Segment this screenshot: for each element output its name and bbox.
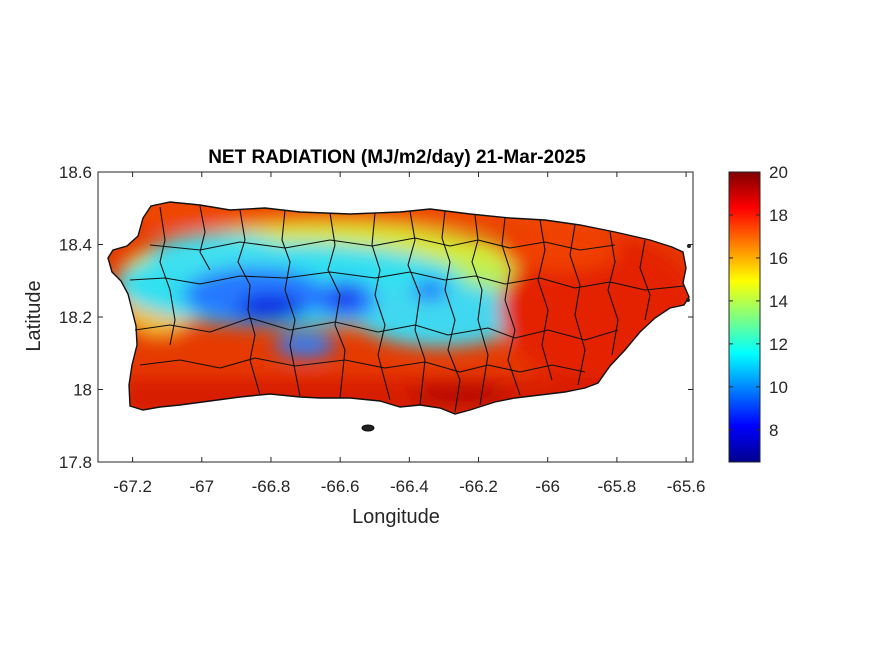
plot-title: NET RADIATION (MJ/m2/day) 21-Mar-2025: [208, 147, 586, 168]
islet: [686, 298, 690, 302]
heat-field: [108, 202, 689, 414]
y-tick-label: 17.8: [59, 453, 92, 472]
x-tick-label: -66: [535, 477, 560, 496]
y-tick-label: 18.4: [59, 236, 92, 255]
x-tick-label: -66.6: [321, 477, 360, 496]
colorbar-tick-label: 8: [769, 421, 778, 440]
y-tick-label: 18.2: [59, 308, 92, 327]
colorbar-tick-label: 14: [769, 292, 788, 311]
y-axis: 17.8 18 18.2 18.4 18.6: [59, 163, 693, 472]
x-tick-label: -66.2: [459, 477, 498, 496]
y-tick-label: 18.6: [59, 163, 92, 182]
colorbar-tick-label: 10: [769, 378, 788, 397]
colorbar-tick-label: 12: [769, 335, 788, 354]
x-tick-label: -66.8: [252, 477, 291, 496]
colorbar-tick-label: 16: [769, 249, 788, 268]
municipality-boundaries: [129, 205, 685, 413]
x-tick-label: -67.2: [113, 477, 152, 496]
y-axis-title: Latitude: [23, 280, 45, 351]
colorbar: [728, 171, 761, 463]
colorbar-tick-label: 18: [769, 206, 788, 225]
x-tick-label: -65.6: [667, 477, 706, 496]
small-island: [361, 424, 375, 432]
x-axis: -67.2 -67 -66.8 -66.6 -66.4 -66.2 -66 -65.8 -65.…: [113, 172, 705, 496]
x-axis-title: Longitude: [352, 506, 440, 528]
colorbar-tick-label: 20: [769, 163, 788, 182]
x-tick-label: -65.8: [598, 477, 637, 496]
colorbar-ticks: 8 10 12 14 16 18 20: [729, 163, 788, 440]
y-tick-label: 18: [73, 381, 92, 400]
coastline: [107, 201, 690, 415]
x-tick-label: -67: [189, 477, 214, 496]
x-tick-label: -66.4: [390, 477, 429, 496]
